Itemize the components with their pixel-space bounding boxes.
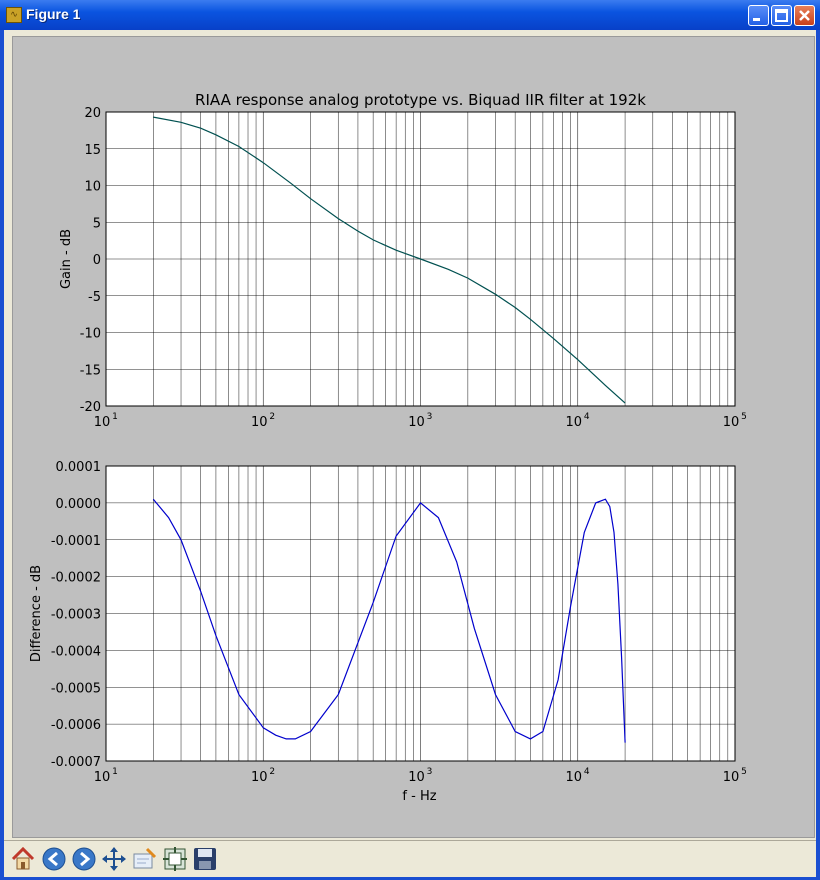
forward-button[interactable] bbox=[71, 845, 97, 873]
y-tick-label: 10 bbox=[84, 180, 101, 195]
axes-frame-1 bbox=[105, 465, 736, 762]
x-tick-label: 10 bbox=[94, 415, 111, 430]
y-tick-label: -0.0007 bbox=[51, 755, 101, 770]
home-icon bbox=[11, 846, 35, 870]
x-tick-label: 10 bbox=[251, 415, 268, 430]
x-tick-label: 10 bbox=[251, 770, 268, 785]
app-icon: ∿ bbox=[6, 7, 22, 23]
close-icon bbox=[799, 10, 810, 21]
title-bar[interactable]: ∿ Figure 1 bbox=[0, 0, 820, 30]
close-button[interactable] bbox=[794, 5, 815, 26]
forward-arrow-icon bbox=[72, 847, 96, 871]
x-tick-exponent: 4 bbox=[584, 767, 590, 777]
y-tick-label: 0 bbox=[93, 253, 101, 268]
y-tick-label: -20 bbox=[80, 400, 101, 415]
x-tick-exponent: 5 bbox=[741, 767, 747, 777]
y-tick-label: -0.0001 bbox=[51, 534, 101, 549]
y-tick-label: 20 bbox=[84, 106, 101, 121]
navigation-toolbar bbox=[4, 840, 816, 877]
minimize-icon bbox=[753, 18, 760, 21]
pan-move-icon bbox=[102, 847, 126, 871]
back-button[interactable] bbox=[41, 845, 67, 873]
maximize-button[interactable] bbox=[771, 5, 792, 26]
y-tick-label: -10 bbox=[80, 327, 101, 342]
zoom-button[interactable] bbox=[131, 845, 157, 873]
x-tick-label: 10 bbox=[723, 415, 740, 430]
subplot-config-icon bbox=[163, 847, 187, 871]
series-line-0-0 bbox=[153, 116, 626, 404]
x-tick-exponent: 3 bbox=[427, 767, 433, 777]
save-button[interactable] bbox=[192, 845, 218, 873]
save-disk-icon bbox=[194, 848, 216, 870]
x-tick-label: 10 bbox=[723, 770, 740, 785]
y-axis-label: Difference - dB bbox=[29, 565, 44, 662]
x-tick-label: 10 bbox=[408, 415, 425, 430]
back-arrow-icon bbox=[42, 847, 66, 871]
y-tick-label: 0.0000 bbox=[56, 497, 102, 512]
y-tick-label: -5 bbox=[88, 290, 101, 305]
x-tick-label: 10 bbox=[565, 770, 582, 785]
x-tick-label: 10 bbox=[94, 770, 111, 785]
subplot-config-button[interactable] bbox=[162, 845, 188, 873]
chart-title: RIAA response analog prototype vs. Biqua… bbox=[195, 91, 646, 109]
y-tick-label: 0.0001 bbox=[56, 460, 102, 475]
x-tick-exponent: 3 bbox=[427, 412, 433, 422]
y-tick-label: 5 bbox=[93, 216, 101, 231]
home-button[interactable] bbox=[10, 845, 36, 873]
x-tick-exponent: 4 bbox=[584, 412, 590, 422]
x-tick-exponent: 5 bbox=[741, 412, 747, 422]
x-tick-exponent: 1 bbox=[112, 767, 118, 777]
maximize-icon bbox=[775, 9, 788, 22]
axes-frame-0 bbox=[105, 111, 736, 407]
y-axis-label: Gain - dB bbox=[59, 229, 74, 289]
x-axis-label: f - Hz bbox=[402, 789, 436, 804]
pan-button[interactable] bbox=[101, 845, 127, 873]
x-tick-exponent: 1 bbox=[112, 412, 118, 422]
y-tick-label: -0.0006 bbox=[51, 718, 101, 733]
x-tick-label: 10 bbox=[408, 770, 425, 785]
minimize-button[interactable] bbox=[748, 5, 769, 26]
y-tick-label: -0.0004 bbox=[51, 644, 101, 659]
y-tick-label: -0.0005 bbox=[51, 681, 101, 696]
y-tick-label: -0.0003 bbox=[51, 608, 101, 623]
x-tick-exponent: 2 bbox=[269, 767, 275, 777]
y-tick-label: 15 bbox=[84, 143, 101, 158]
y-tick-label: -15 bbox=[80, 363, 101, 378]
window-title: Figure 1 bbox=[26, 6, 81, 22]
y-tick-label: -0.0002 bbox=[51, 571, 101, 586]
zoom-rect-icon bbox=[133, 847, 157, 869]
x-tick-exponent: 2 bbox=[269, 412, 275, 422]
x-tick-label: 10 bbox=[565, 415, 582, 430]
series-line-1-0 bbox=[152, 498, 626, 743]
